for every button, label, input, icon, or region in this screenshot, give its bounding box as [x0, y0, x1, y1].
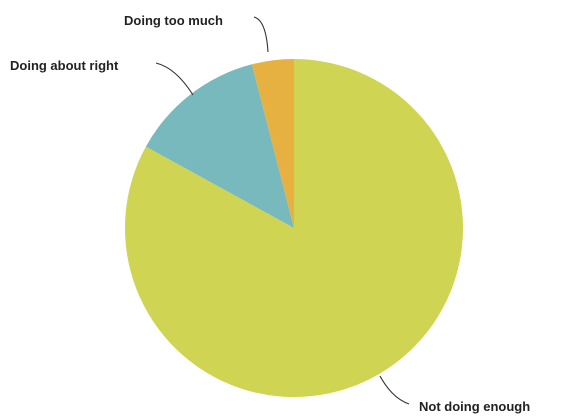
label-not-doing-enough: Not doing enough — [419, 399, 530, 414]
label-doing-about-right: Doing about right — [10, 58, 119, 73]
leader-line-doing-too-much — [253, 16, 269, 53]
leader-lines-layer — [155, 16, 410, 405]
leader-line-not-doing-enough — [379, 375, 410, 405]
leader-line-doing-about-right — [155, 62, 194, 96]
label-doing-too-much: Doing too much — [124, 13, 223, 28]
slice-not-doing-enough — [124, 59, 463, 398]
labels-layer: Doing too much Doing about right Not doi… — [10, 13, 530, 414]
slice-doing-about-right — [145, 64, 294, 228]
slices-layer — [124, 59, 463, 398]
slice-doing-too-much — [251, 59, 294, 228]
